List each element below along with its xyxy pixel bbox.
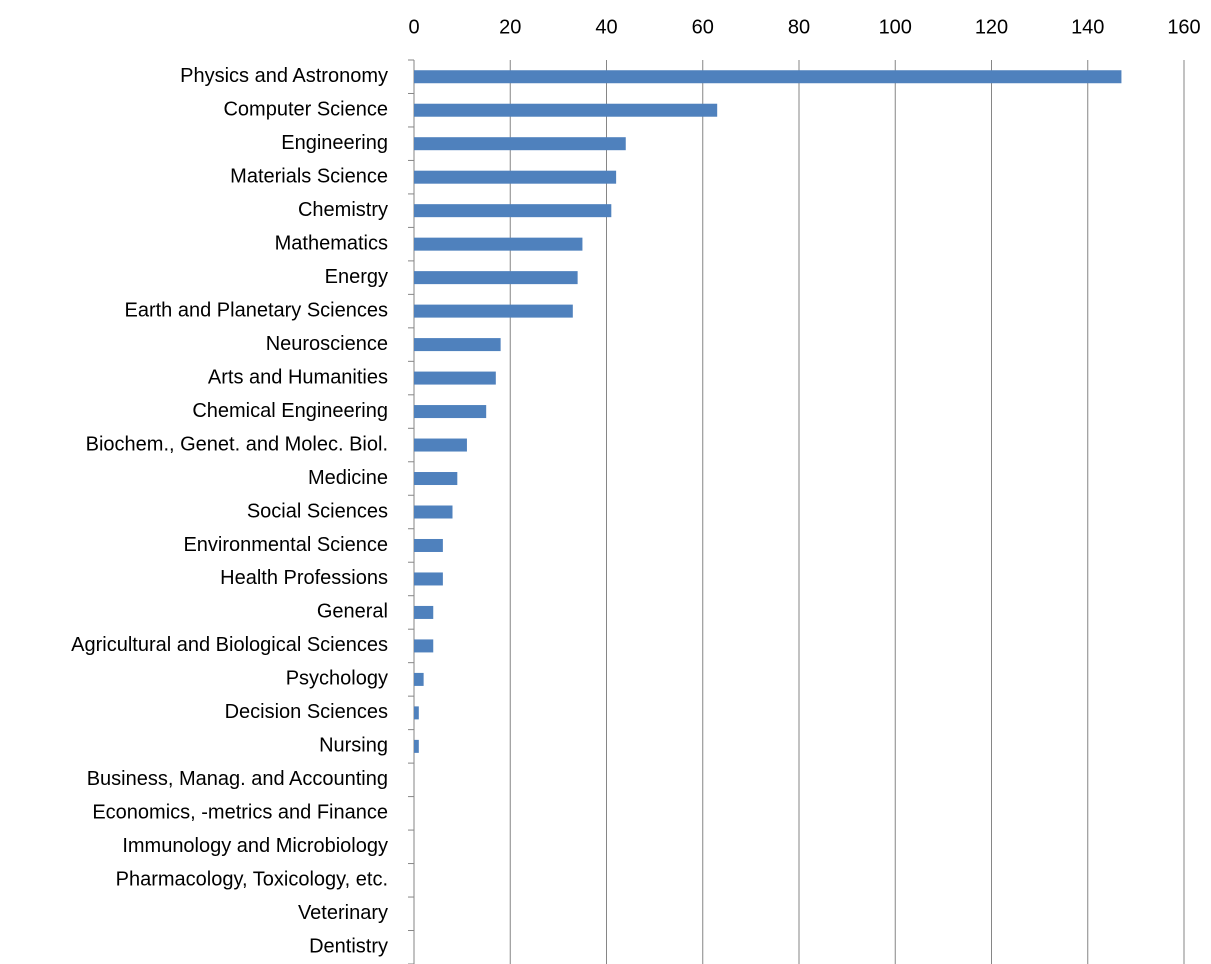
- y-tick-label: Medicine: [308, 467, 388, 489]
- y-tick-label: Business, Manag. and Accounting: [87, 768, 388, 790]
- bar: [414, 405, 487, 419]
- y-tick-label: Pharmacology, Toxicology, etc.: [116, 869, 388, 891]
- bar: [414, 304, 573, 318]
- bar: [414, 371, 496, 385]
- x-tick-label: 140: [1071, 16, 1104, 38]
- y-tick-label: Biochem., Genet. and Molec. Biol.: [86, 433, 388, 455]
- bar: [414, 338, 501, 352]
- y-tick-label: Computer Science: [223, 99, 388, 121]
- bar: [414, 472, 458, 486]
- bar: [414, 739, 419, 753]
- bar: [414, 137, 626, 151]
- y-tick-label: Economics, -metrics and Finance: [92, 802, 388, 824]
- bar: [414, 706, 419, 720]
- x-tick-label: 40: [595, 16, 617, 38]
- x-tick-label: 80: [788, 16, 810, 38]
- y-tick-label: Social Sciences: [247, 500, 388, 522]
- y-tick-label: Nursing: [319, 735, 388, 757]
- x-tick-label: 160: [1167, 16, 1200, 38]
- y-tick-label: Dentistry: [309, 936, 388, 958]
- y-tick-label: Engineering: [281, 132, 388, 154]
- x-tick-label: 100: [879, 16, 912, 38]
- x-tick-label: 20: [499, 16, 521, 38]
- y-tick-label: Neuroscience: [266, 333, 388, 355]
- bar: [414, 70, 1122, 84]
- x-tick-label: 0: [408, 16, 419, 38]
- y-tick-label: Health Professions: [220, 567, 388, 589]
- bar: [414, 639, 434, 653]
- bar: [414, 204, 612, 218]
- bar: [414, 438, 467, 452]
- bar: [414, 505, 453, 519]
- y-tick-label: Chemical Engineering: [192, 400, 388, 422]
- bar: [414, 237, 583, 251]
- y-tick-label: Chemistry: [298, 199, 388, 221]
- bar: [414, 572, 443, 586]
- y-tick-label: Immunology and Microbiology: [122, 835, 388, 857]
- y-tick-label: Earth and Planetary Sciences: [125, 299, 389, 321]
- x-tick-label: 120: [975, 16, 1008, 38]
- y-tick-label: Psychology: [286, 668, 388, 690]
- y-tick-label: Energy: [325, 266, 388, 288]
- bar: [414, 538, 443, 552]
- bar: [414, 672, 424, 686]
- bar: [414, 170, 617, 184]
- y-tick-label: Veterinary: [298, 902, 388, 924]
- y-tick-label: Materials Science: [230, 165, 388, 187]
- y-tick-label: General: [317, 601, 388, 623]
- x-tick-label: 60: [692, 16, 714, 38]
- y-tick-label: Agricultural and Biological Sciences: [71, 634, 388, 656]
- y-tick-label: Mathematics: [275, 232, 388, 254]
- y-tick-label: Arts and Humanities: [208, 366, 388, 388]
- y-tick-label: Decision Sciences: [225, 701, 388, 723]
- bar: [414, 271, 578, 285]
- bar: [414, 103, 718, 117]
- y-tick-label: Physics and Astronomy: [180, 65, 388, 87]
- y-tick-label: Environmental Science: [183, 534, 388, 556]
- bar: [414, 605, 434, 619]
